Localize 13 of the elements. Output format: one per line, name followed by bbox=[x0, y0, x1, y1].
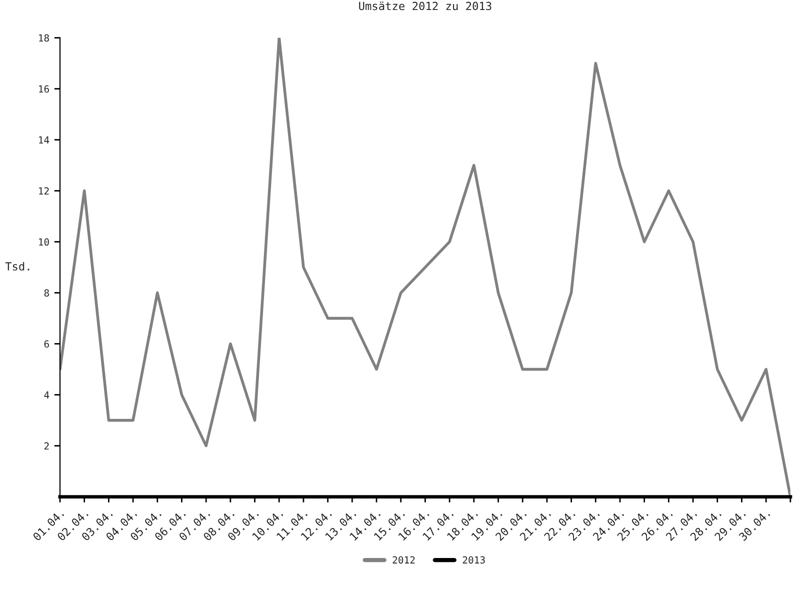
chart-title: Umsätze 2012 zu 2013 bbox=[359, 2, 492, 10]
y-tick-label: 4 bbox=[44, 391, 50, 399]
y-axis-title: Tsd. bbox=[5, 262, 30, 271]
y-tick-label: 2 bbox=[44, 442, 49, 450]
y-tick-label: 6 bbox=[44, 340, 49, 348]
y-tick-label: 16 bbox=[39, 85, 49, 93]
legend-label: 2013 bbox=[462, 556, 485, 564]
legend-label: 2012 bbox=[392, 556, 415, 564]
y-tick-label: 10 bbox=[39, 238, 49, 246]
y-tick-label: 14 bbox=[39, 136, 50, 144]
y-tick-label: 18 bbox=[39, 34, 49, 42]
y-tick-label: 8 bbox=[44, 289, 49, 297]
y-tick-label: 12 bbox=[39, 187, 49, 195]
